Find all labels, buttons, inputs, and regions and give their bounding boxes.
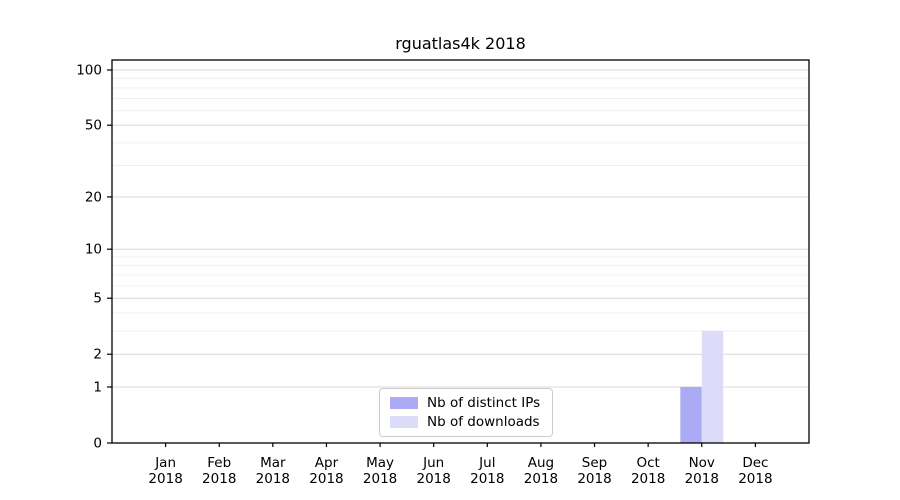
x-tick-label-month: Jan: [154, 455, 176, 471]
x-tick-label-month: Oct: [636, 455, 659, 471]
legend-label-distinct-ips: Nb of distinct IPs: [427, 395, 541, 411]
x-tick-label-year: 2018: [148, 471, 182, 487]
legend-item-downloads: Nb of downloads: [390, 414, 552, 430]
x-tick-label-month: Jul: [478, 455, 495, 471]
x-tick-label-year: 2018: [577, 471, 611, 487]
x-tick-label-year: 2018: [470, 471, 504, 487]
x-tick-label-month: Jun: [422, 455, 444, 471]
x-tick-label-month: Apr: [315, 455, 339, 471]
y-tick-label: 1: [93, 379, 102, 395]
x-tick-label-month: May: [366, 455, 394, 471]
legend-swatch-downloads: [390, 416, 418, 428]
legend-label-downloads: Nb of downloads: [427, 414, 540, 430]
y-tick-label: 100: [76, 63, 102, 79]
x-tick-label-year: 2018: [417, 471, 451, 487]
x-tick-label-month: Aug: [528, 455, 554, 471]
x-tick-label-month: Nov: [689, 455, 715, 471]
chart-legend: Nb of distinct IPs Nb of downloads: [379, 388, 553, 437]
legend-item-distinct-ips: Nb of distinct IPs: [390, 395, 552, 411]
x-tick-label-year: 2018: [631, 471, 665, 487]
y-tick-label: 2: [93, 347, 102, 363]
x-tick-label-month: Feb: [207, 455, 231, 471]
x-tick-label-month: Dec: [742, 455, 768, 471]
y-tick-label: 20: [85, 189, 102, 205]
chart-title: rguatlas4k 2018: [395, 34, 526, 53]
legend-swatch-distinct-ips: [390, 397, 418, 409]
x-tick-label-year: 2018: [363, 471, 397, 487]
bar-nb-of-downloads-nov-2018: [701, 330, 724, 443]
y-tick-label: 0: [93, 436, 102, 452]
y-tick-label: 10: [85, 242, 102, 258]
y-tick-label: 50: [85, 118, 102, 134]
plot-border: [111, 59, 810, 444]
x-tick-label-year: 2018: [524, 471, 558, 487]
x-tick-label-year: 2018: [685, 471, 719, 487]
bar-nb-of-distinct-ips-nov-2018: [680, 386, 702, 443]
x-tick-label-year: 2018: [738, 471, 772, 487]
x-tick-label-year: 2018: [202, 471, 236, 487]
x-tick-label-month: Mar: [260, 455, 286, 471]
x-tick-label-year: 2018: [309, 471, 343, 487]
x-tick-label-month: Sep: [582, 455, 607, 471]
x-tick-label-year: 2018: [256, 471, 290, 487]
y-tick-label: 5: [93, 291, 102, 307]
